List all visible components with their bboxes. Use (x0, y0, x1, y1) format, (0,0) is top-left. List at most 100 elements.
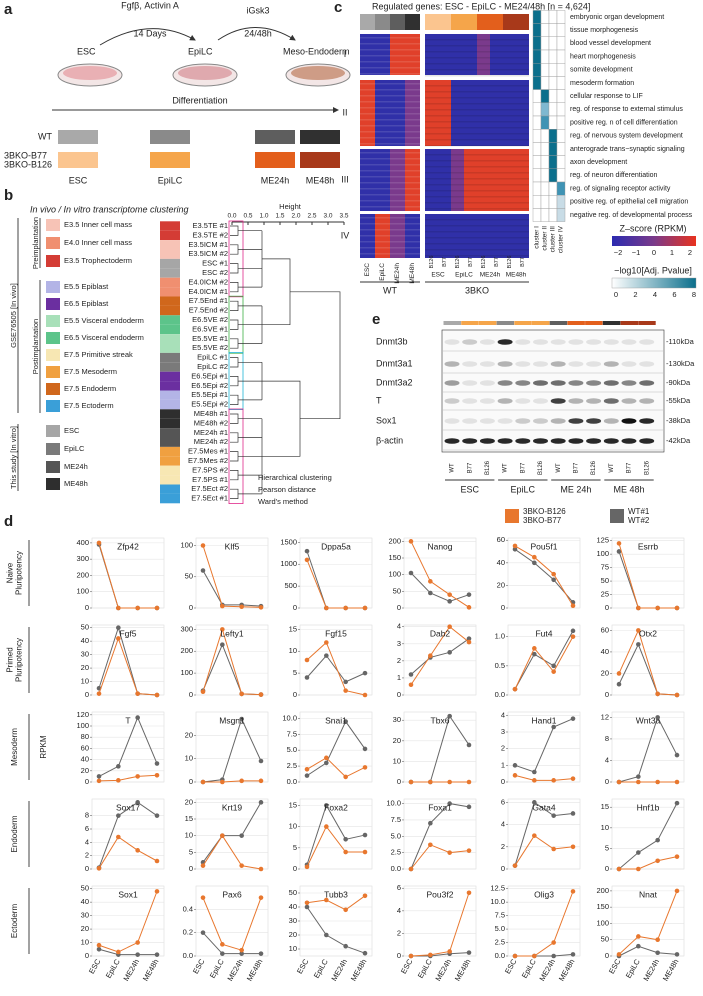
data-point (570, 844, 576, 850)
legend-label: ESC (64, 426, 80, 435)
data-point (200, 543, 206, 548)
timepoint-label: ESC (69, 175, 88, 185)
band (639, 438, 655, 444)
data-point (616, 541, 622, 546)
condition-box (150, 152, 190, 168)
y-tick-label: 4 (605, 755, 609, 764)
data-point (674, 888, 680, 894)
band (515, 398, 531, 404)
data-point (343, 907, 348, 913)
data-point (674, 854, 680, 859)
clone-label: B126 (455, 256, 461, 269)
data-point (674, 952, 680, 957)
y-tick-label: 0 (189, 864, 193, 873)
y-tick-label: 0 (85, 777, 89, 786)
cluster-column-label: cluster II (542, 226, 549, 251)
heatmap-block (390, 80, 405, 146)
y-tick-label: 100 (76, 721, 89, 730)
row-label: Ectoderm (10, 904, 19, 939)
data-point (324, 932, 329, 938)
y-tick-label: 0.0 (391, 864, 401, 873)
stage-label: ESC (77, 46, 96, 56)
y-tick-label: 0 (85, 603, 89, 612)
enrichment-cell (548, 168, 558, 183)
group-label: GSE76505 [In vivo] (9, 283, 18, 348)
row-label: Endoderm (10, 815, 19, 852)
band (621, 361, 637, 367)
heatmap-texture (425, 85, 529, 87)
sample-swatch (160, 305, 180, 316)
heatmap-texture (425, 51, 529, 53)
data-point (616, 681, 622, 687)
data-point (220, 951, 225, 956)
series-line (411, 952, 470, 957)
data-point (616, 952, 622, 957)
sample-label: ESC #1 (202, 259, 228, 268)
data-point (343, 605, 348, 611)
data-point (674, 692, 680, 698)
colorbar (611, 277, 697, 289)
heatmap-block (490, 34, 503, 75)
heatmap-texture (425, 127, 529, 129)
sample-swatch (160, 315, 180, 325)
data-point (324, 755, 329, 761)
data-point (362, 849, 368, 855)
data-point (570, 776, 576, 781)
enrichment-cell (556, 76, 566, 90)
data-point (551, 669, 556, 674)
column-label: EpiLC (455, 272, 473, 279)
sample-label: E3.5ICM #1 (188, 240, 228, 249)
enrichment-cell (540, 168, 550, 183)
heatmap-texture (425, 225, 529, 227)
heatmap-texture (360, 247, 420, 249)
data-point (220, 603, 225, 609)
enrichment-cell (532, 89, 542, 103)
data-point (116, 605, 121, 611)
y-tick-label: 1 (501, 760, 505, 769)
data-point (304, 557, 310, 563)
y-tick-label: 0 (501, 864, 505, 873)
go-term: tissue morphogenesis (570, 27, 639, 34)
heatmap-texture (425, 243, 529, 245)
sample-label: E4.0ICM #1 (188, 287, 228, 296)
heatmap-texture (360, 176, 420, 178)
sample-swatch (160, 371, 180, 382)
enrichment-cell (532, 23, 542, 38)
heatmap-block (451, 34, 464, 75)
data-point (116, 778, 121, 783)
heatmap-texture (360, 182, 420, 184)
cluster-label: I (344, 49, 347, 59)
data-point (239, 863, 244, 868)
column-label: EpiLC (379, 263, 386, 281)
data-point (447, 650, 452, 655)
heatmap-texture (425, 190, 529, 192)
enrichment-cell (556, 128, 566, 143)
lane-header (478, 321, 497, 325)
panel-letter: e (372, 311, 380, 328)
enrichment-cell (548, 89, 558, 103)
heatmap-block (425, 214, 438, 258)
data-point (258, 895, 264, 900)
chart-title: Snai1 (325, 715, 347, 725)
heatmap-texture (360, 188, 420, 190)
heatmap-block (464, 149, 477, 211)
enrichment-cell (556, 23, 566, 38)
y-tick-label: 2.5 (287, 761, 297, 770)
go-term: embryonic organ development (570, 14, 664, 21)
stage-label: Meso-Endoderm (283, 46, 350, 56)
data-point (428, 579, 433, 584)
data-point (258, 800, 264, 805)
data-point (258, 605, 264, 610)
heatmap-texture (425, 237, 529, 239)
series-line (306, 720, 366, 777)
data-point (466, 605, 472, 610)
enrichment-cell (532, 102, 542, 117)
enrichment-cell (556, 102, 566, 117)
x-tick-label: ESC (295, 957, 311, 975)
band (533, 438, 548, 444)
band (444, 361, 460, 367)
cluster-label: IV (341, 230, 350, 240)
height-tick-label: 0.5 (243, 213, 252, 220)
y-tick-label: 100 (180, 540, 193, 549)
